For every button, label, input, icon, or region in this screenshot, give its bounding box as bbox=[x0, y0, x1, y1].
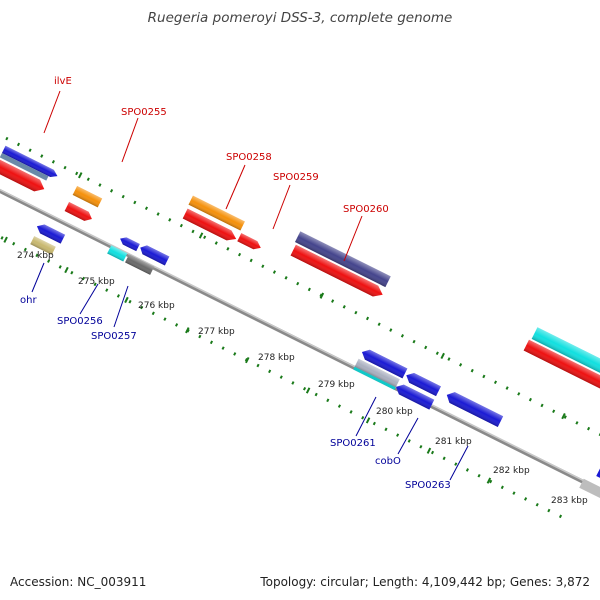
gene-label-SPO0257[interactable]: SPO0257 bbox=[91, 331, 137, 342]
feature-SPO0261-motif[interactable] bbox=[353, 366, 396, 390]
genes-value: 3,872 bbox=[555, 575, 590, 589]
tick-label: 282 kbp bbox=[493, 466, 530, 476]
label-leader-lines bbox=[31, 90, 469, 481]
feature-ilvE-protein[interactable] bbox=[1, 145, 59, 180]
gene-label-cobO[interactable]: cobO bbox=[375, 456, 401, 467]
gene-label-SPO0260[interactable]: SPO0260 bbox=[343, 204, 389, 215]
feature-right-edge-protein[interactable] bbox=[531, 327, 600, 381]
tick-label: 283 kbp bbox=[551, 496, 588, 506]
lower-tick-track bbox=[0, 183, 569, 522]
tick-label: 276 kbp bbox=[138, 301, 175, 311]
feature-SPO0261-protein[interactable] bbox=[360, 347, 408, 379]
feature-SPO0263-protein[interactable] bbox=[444, 389, 504, 427]
gene-label-SPO0259[interactable]: SPO0259 bbox=[273, 172, 319, 183]
ruler-labels: 274 kbp 275 kbp 276 kbp 277 kbp 278 kbp … bbox=[17, 251, 588, 506]
feature-SPO0257-domain[interactable] bbox=[125, 254, 155, 275]
accession-value: NC_003911 bbox=[77, 575, 147, 589]
length-value: 4,109,442 bp bbox=[421, 575, 502, 589]
gene-label-SPO0256[interactable]: SPO0256 bbox=[57, 316, 103, 327]
reverse-gene-labels: ohr SPO0256 SPO0257 SPO0261 cobO SPO0263 bbox=[20, 295, 451, 491]
feature-SPO0258-protein[interactable] bbox=[188, 195, 245, 231]
feature-right-edge-reverse-b[interactable] bbox=[579, 478, 600, 499]
feature-ilvE-domain[interactable] bbox=[0, 152, 49, 181]
feature-SPO0258-gene[interactable] bbox=[182, 208, 239, 244]
feature-SPO0255-protein[interactable] bbox=[72, 185, 103, 208]
feature-SPO0260-gene[interactable] bbox=[290, 244, 386, 300]
accession-info: Accession: NC_003911 bbox=[10, 575, 146, 589]
gene-label-SPO0263[interactable]: SPO0263 bbox=[405, 480, 451, 491]
map-title: Ruegeria pomeroyi DSS-3, complete genome bbox=[147, 10, 453, 26]
tick-label: 275 kbp bbox=[78, 277, 115, 287]
accession-label: Accession: bbox=[10, 575, 74, 589]
feature-ohr-protein[interactable] bbox=[35, 222, 66, 244]
tick-label: 280 kbp bbox=[376, 407, 413, 417]
tick-label: 278 kbp bbox=[258, 353, 295, 363]
gene-label-ilvE[interactable]: ilvE bbox=[54, 76, 72, 87]
feature-SPO0259-gene[interactable] bbox=[237, 233, 262, 252]
genes-label: Genes: bbox=[509, 575, 552, 589]
topology-label: Topology: bbox=[260, 575, 317, 589]
tick-label: 277 kbp bbox=[198, 327, 235, 337]
tick-label: 279 kbp bbox=[318, 380, 355, 390]
gene-label-SPO0261[interactable]: SPO0261 bbox=[330, 438, 376, 449]
lower-major-ticks bbox=[3, 236, 492, 484]
genome-summary: Topology: circular; Length: 4,109,442 bp… bbox=[260, 575, 590, 589]
tick-label: 281 kbp bbox=[435, 437, 472, 447]
gene-label-SPO0255[interactable]: SPO0255 bbox=[121, 107, 167, 118]
feature-right-edge-reverse-a[interactable] bbox=[596, 467, 600, 483]
gene-label-SPO0258[interactable]: SPO0258 bbox=[226, 152, 272, 163]
feature-SPO0255-gene[interactable] bbox=[64, 202, 95, 223]
length-label: Length: bbox=[372, 575, 419, 589]
tick-label: 274 kbp bbox=[17, 251, 54, 261]
feature-cobO-protein-a[interactable] bbox=[404, 370, 441, 397]
upper-major-ticks bbox=[78, 172, 566, 420]
feature-SPO0260-protein[interactable] bbox=[294, 231, 391, 288]
feature-SPO0261-domain[interactable] bbox=[354, 358, 400, 388]
forward-gene-labels: ilvE SPO0255 SPO0258 SPO0259 SPO0260 bbox=[54, 76, 389, 215]
feature-cobO-protein-b[interactable] bbox=[394, 382, 435, 410]
feature-SPO0256-protein[interactable] bbox=[118, 235, 140, 252]
topology-value: circular bbox=[320, 575, 365, 589]
gene-label-ohr[interactable]: ohr bbox=[20, 295, 37, 306]
feature-right-edge-gene[interactable] bbox=[523, 339, 600, 393]
feature-SPO0257-protein[interactable] bbox=[138, 243, 170, 266]
feature-SPO0256-domain[interactable] bbox=[107, 245, 128, 262]
feature-ilvE-gene[interactable] bbox=[0, 159, 47, 195]
feature-ohr-domain[interactable] bbox=[30, 236, 56, 255]
